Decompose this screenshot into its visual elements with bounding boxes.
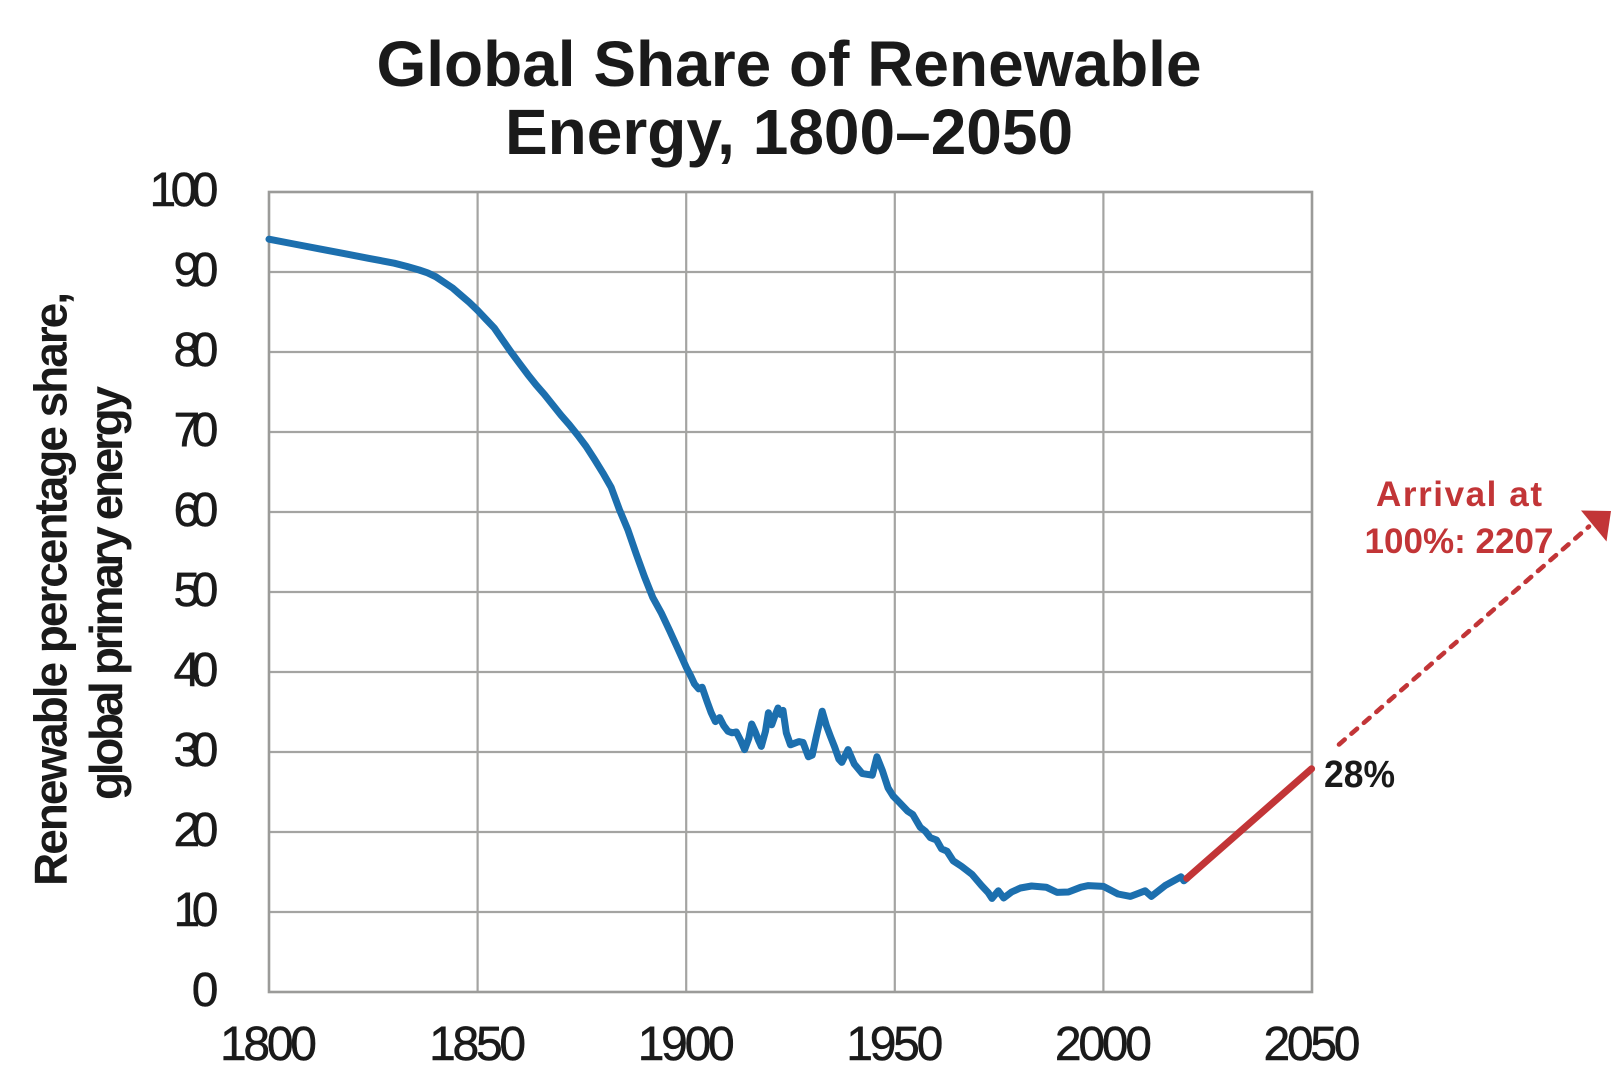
svg-text:1850: 1850 <box>429 1018 526 1071</box>
svg-text:60: 60 <box>174 484 219 537</box>
svg-text:70: 70 <box>174 404 219 457</box>
svg-text:10: 10 <box>174 884 219 937</box>
svg-text:0: 0 <box>192 964 219 1017</box>
svg-text:2000: 2000 <box>1055 1018 1152 1071</box>
svg-text:1800: 1800 <box>220 1018 317 1071</box>
svg-text:Renewable percentage share,: Renewable percentage share, <box>25 292 77 886</box>
svg-text:Global Share of Renewable: Global Share of Renewable <box>376 28 1201 100</box>
svg-text:1900: 1900 <box>638 1018 735 1071</box>
svg-text:100%: 2207: 100%: 2207 <box>1365 522 1554 561</box>
svg-text:50: 50 <box>174 564 219 617</box>
svg-text:Energy, 1800–2050: Energy, 1800–2050 <box>505 96 1073 168</box>
svg-text:90: 90 <box>174 244 219 297</box>
svg-text:global primary energy: global primary energy <box>80 386 132 800</box>
svg-text:40: 40 <box>174 644 219 697</box>
svg-text:80: 80 <box>174 324 219 377</box>
svg-text:30: 30 <box>174 724 219 777</box>
svg-text:100: 100 <box>150 164 219 217</box>
svg-text:28%: 28% <box>1324 754 1395 796</box>
svg-text:2050: 2050 <box>1264 1018 1361 1071</box>
svg-text:20: 20 <box>174 804 219 857</box>
svg-text:1950: 1950 <box>846 1018 943 1071</box>
svg-text:Arrival at: Arrival at <box>1376 475 1542 514</box>
